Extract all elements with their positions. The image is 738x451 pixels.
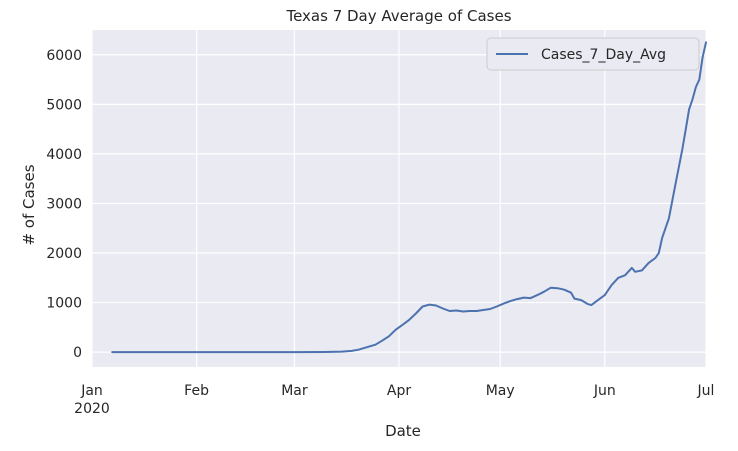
y-tick-label: 1000 — [46, 296, 82, 312]
x-tick-labels: Jan 2020 Feb Mar Apr May Jun Jul — [74, 383, 714, 417]
legend: Cases_7_Day_Avg — [486, 37, 700, 71]
x-tick-label: May — [486, 383, 515, 399]
series-line — [111, 41, 707, 354]
x-tick-sublabel: 2020 — [74, 401, 110, 417]
x-tick-label: Apr — [387, 383, 411, 399]
x-tick-label: Jul — [697, 383, 715, 399]
x-tick-label: Jun — [593, 383, 616, 399]
y-tick-label: 4000 — [46, 147, 82, 163]
chart-title: Texas 7 Day Average of Cases — [285, 7, 511, 25]
y-axis-label: # of Cases — [20, 164, 38, 245]
y-tick-label: 3000 — [46, 196, 82, 212]
grid-lines — [91, 30, 707, 367]
x-tick-label: Feb — [184, 383, 209, 399]
x-tick-label: Jan — [80, 383, 103, 399]
y-tick-label: 2000 — [46, 246, 82, 262]
legend-label: Cases_7_Day_Avg — [541, 47, 666, 63]
y-tick-labels: 0 1000 2000 3000 4000 5000 6000 — [46, 48, 82, 361]
x-tick-label: Mar — [281, 383, 308, 399]
y-tick-label: 0 — [73, 345, 82, 361]
y-tick-label: 5000 — [46, 97, 82, 113]
legend-box — [486, 37, 700, 71]
series-layer — [111, 41, 707, 354]
y-tick-label: 6000 — [46, 48, 82, 64]
x-axis-label: Date — [385, 422, 421, 440]
